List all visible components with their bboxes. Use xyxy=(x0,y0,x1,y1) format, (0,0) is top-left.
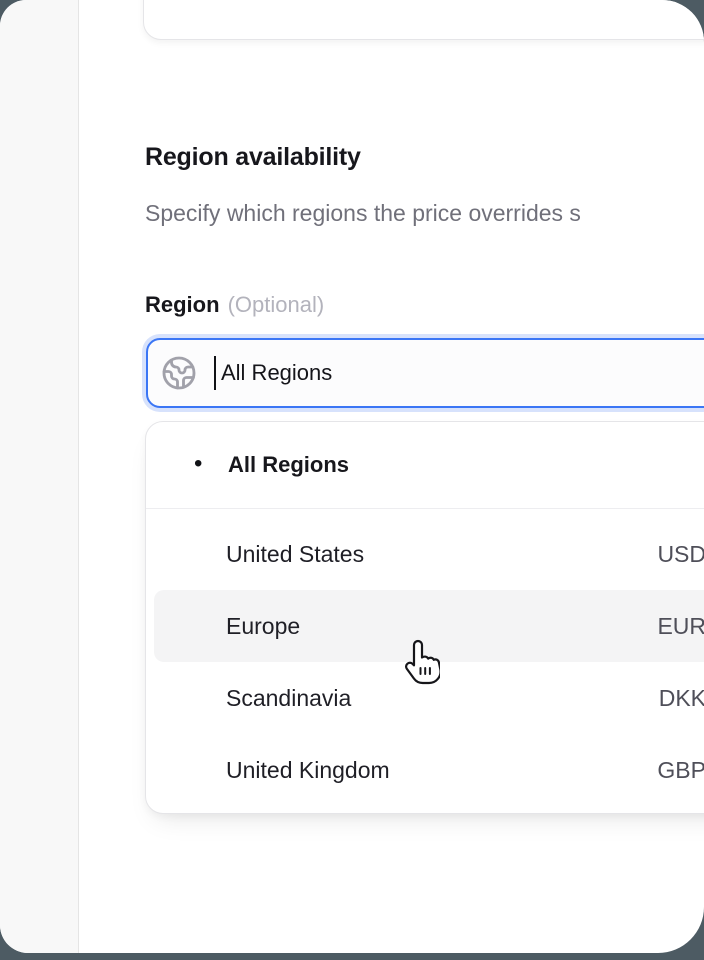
selected-option-label: All Regions xyxy=(228,452,350,477)
text-caret xyxy=(214,356,216,390)
dropdown-option-europe[interactable]: Europe EUR xyxy=(154,590,704,662)
sidebar xyxy=(0,0,79,953)
section-description: Specify which regions the price override… xyxy=(145,200,581,226)
option-currency: USD xyxy=(657,541,704,567)
pointer-cursor-icon xyxy=(398,637,442,685)
region-dropdown: • All Regions United States USD Europe E… xyxy=(145,421,704,814)
region-input-value[interactable]: All Regions xyxy=(221,360,333,385)
section-title: Region availability xyxy=(145,143,361,171)
region-label-text: Region xyxy=(145,292,220,317)
option-label: United Kingdom xyxy=(226,757,390,783)
dropdown-option-united-kingdom[interactable]: United Kingdom GBP xyxy=(154,734,704,806)
option-currency: EUR xyxy=(657,613,704,639)
region-combobox[interactable]: All Regions xyxy=(146,338,704,408)
selected-bullet-icon: • xyxy=(194,450,203,477)
region-field-label: Region (Optional) xyxy=(145,292,324,318)
option-currency: GBP xyxy=(657,757,704,783)
option-label: United States xyxy=(226,541,365,567)
dropdown-option-united-states[interactable]: United States USD xyxy=(154,518,704,590)
option-label: Europe xyxy=(226,613,301,639)
previous-section-card xyxy=(143,0,704,40)
dropdown-option-scandinavia[interactable]: Scandinavia DKK xyxy=(154,662,704,734)
option-label: Scandinavia xyxy=(226,685,352,711)
option-currency: DKK xyxy=(658,685,704,711)
dropdown-divider xyxy=(146,508,704,509)
optional-hint: (Optional) xyxy=(227,292,325,317)
globe-icon xyxy=(161,355,197,391)
selected-option-row[interactable]: • All Regions xyxy=(146,436,704,494)
